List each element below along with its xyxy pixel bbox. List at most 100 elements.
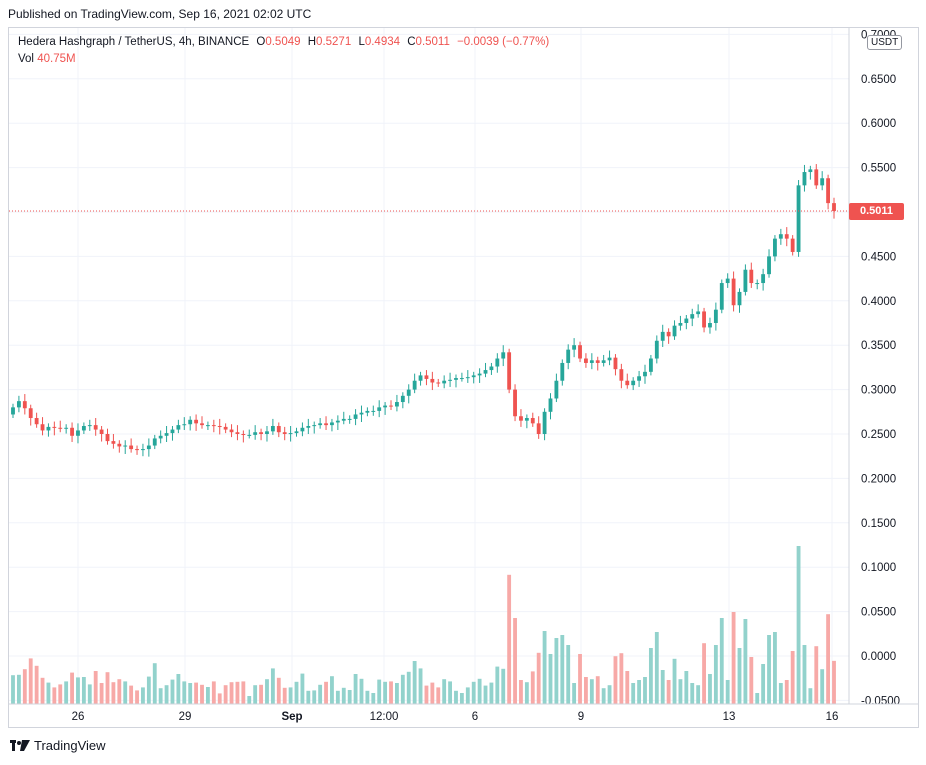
volume-bar bbox=[312, 690, 317, 704]
volume-bar bbox=[158, 688, 163, 704]
volume-bar bbox=[141, 687, 145, 704]
candle-body bbox=[16, 401, 21, 408]
y-tick-label: 0.3500 bbox=[861, 340, 896, 352]
volume-bar bbox=[513, 618, 517, 704]
candle-body bbox=[826, 178, 831, 204]
volume-bar bbox=[595, 676, 600, 704]
y-tick-label: 0.2000 bbox=[861, 473, 896, 485]
volume-bar bbox=[28, 658, 33, 704]
candle-body bbox=[135, 449, 139, 451]
candle-body bbox=[495, 358, 500, 367]
candle-body bbox=[270, 426, 275, 432]
volume-bar bbox=[217, 693, 222, 704]
candle-body bbox=[93, 425, 98, 430]
change-value: −0.0039 (−0.77%) bbox=[457, 36, 550, 48]
candle-body bbox=[796, 185, 801, 252]
candle-body bbox=[530, 418, 535, 424]
candle-body bbox=[601, 360, 606, 363]
volume-bar bbox=[282, 687, 287, 704]
volume-value: 40.75M bbox=[37, 53, 76, 65]
volume-bar bbox=[465, 687, 470, 704]
candle-body bbox=[22, 401, 27, 409]
candle-body bbox=[442, 380, 447, 384]
volume-bar bbox=[194, 682, 199, 704]
candle-body bbox=[241, 434, 246, 435]
candle-body bbox=[625, 380, 630, 386]
volume-bar bbox=[448, 681, 452, 704]
candle-body bbox=[117, 443, 122, 447]
candle-body bbox=[259, 432, 263, 434]
volume-bar bbox=[584, 677, 588, 704]
volume-bar bbox=[247, 696, 252, 704]
price-axis-ticks: 0.70000.65000.60000.55000.50000.45000.40… bbox=[861, 29, 900, 707]
candle-body bbox=[731, 278, 736, 306]
y-tick-label: 0.4500 bbox=[861, 251, 896, 263]
gridlines bbox=[9, 28, 849, 704]
volume-bar bbox=[820, 669, 825, 704]
candle-body bbox=[365, 410, 370, 413]
time-axis-ticks: 26 29 Sep 12:00 6 9 13 16 bbox=[72, 711, 839, 723]
volume-bar bbox=[471, 681, 476, 704]
volume-bar bbox=[743, 619, 748, 704]
y-tick-label: 0.6000 bbox=[861, 118, 896, 130]
volume-bar bbox=[135, 690, 139, 704]
candle-body bbox=[749, 269, 754, 284]
volume-bar bbox=[276, 677, 281, 704]
chart-frame[interactable] bbox=[8, 27, 919, 728]
close-label: C bbox=[407, 36, 416, 48]
volume-bar bbox=[182, 681, 187, 704]
volume-bar bbox=[761, 664, 766, 704]
candle-body bbox=[619, 369, 624, 381]
volume-bar bbox=[111, 682, 116, 704]
volume-bar bbox=[548, 654, 553, 704]
volume-bar bbox=[619, 653, 624, 704]
volume-bar bbox=[678, 679, 683, 704]
volume-bar bbox=[660, 670, 665, 704]
candle-body bbox=[28, 408, 33, 419]
legend-row-ohlc: Hedera Hashgraph / TetherUS, 4h, BINANCE… bbox=[18, 36, 549, 48]
high-value: 0.5271 bbox=[316, 36, 352, 48]
volume-bar bbox=[607, 685, 612, 704]
candle-body bbox=[519, 416, 523, 421]
candle-body bbox=[548, 398, 553, 412]
volume-bar bbox=[235, 681, 240, 704]
candle-body bbox=[330, 422, 334, 426]
y-tick-label: 0.0500 bbox=[861, 607, 896, 619]
candle-body bbox=[713, 309, 718, 323]
volume-bar bbox=[406, 671, 411, 704]
candle-body bbox=[312, 425, 317, 427]
candle-body bbox=[377, 407, 382, 411]
volume-bar bbox=[353, 674, 358, 704]
candle-body bbox=[229, 429, 234, 433]
symbol-title[interactable]: Hedera Hashgraph / TetherUS, 4h, BINANCE bbox=[18, 36, 250, 48]
footer-brand[interactable]: TradingView bbox=[10, 738, 106, 753]
candle-body bbox=[395, 402, 399, 407]
volume-bar bbox=[265, 679, 269, 704]
candle-body bbox=[613, 357, 618, 370]
volume-bar bbox=[389, 681, 393, 704]
currency-badge[interactable]: USDT bbox=[867, 35, 903, 50]
close-value: 0.5011 bbox=[415, 36, 450, 48]
volume-bar bbox=[749, 657, 754, 704]
volume-bar bbox=[58, 684, 63, 704]
candle-body bbox=[81, 426, 86, 431]
candle-body bbox=[152, 438, 157, 446]
volume-bar bbox=[536, 652, 541, 704]
volume-bar bbox=[696, 685, 701, 704]
x-tick-label: 26 bbox=[72, 711, 85, 723]
volume-bar bbox=[87, 684, 92, 704]
candle-body bbox=[294, 431, 299, 434]
volume-bar bbox=[377, 679, 382, 704]
y-tick-label: 0.4000 bbox=[861, 296, 896, 308]
candle-body bbox=[654, 340, 659, 359]
candle-body bbox=[790, 238, 795, 252]
candle-body bbox=[513, 389, 517, 417]
candle-body bbox=[46, 426, 51, 431]
volume-bar bbox=[341, 687, 346, 704]
volume-bar bbox=[708, 674, 712, 704]
candle-body bbox=[235, 432, 240, 434]
candle-body bbox=[524, 418, 529, 421]
candle-body bbox=[477, 373, 482, 376]
volume-bar bbox=[40, 677, 45, 704]
